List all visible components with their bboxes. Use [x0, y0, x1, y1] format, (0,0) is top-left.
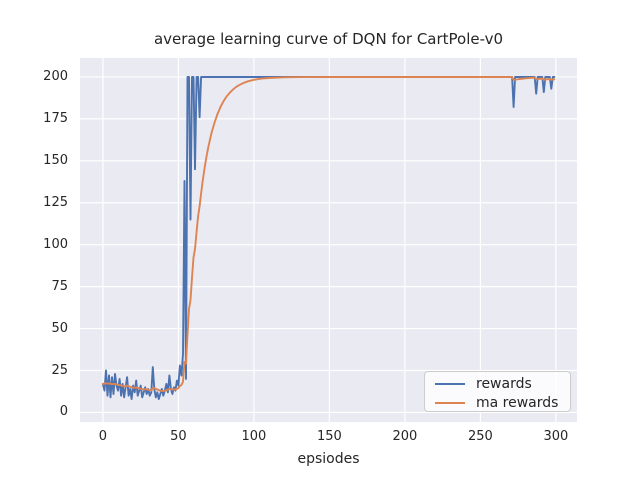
y-tick-label: 125	[43, 194, 68, 210]
ma-rewards-line-swatch	[435, 402, 465, 404]
y-tick-label: 0	[59, 404, 68, 420]
x-tick-label: 300	[543, 429, 569, 444]
y-tick-label: 75	[51, 278, 68, 294]
y-tick-label: 200	[43, 68, 68, 84]
rewards-line-swatch	[435, 383, 465, 385]
x-tick-label: 50	[170, 429, 187, 444]
y-tick-label: 150	[43, 152, 68, 168]
ma-rewards-line	[101, 76, 556, 393]
legend-label-ma-rewards: ma rewards	[476, 395, 559, 411]
legend-item-rewards: rewards	[435, 375, 570, 393]
chart-title: average learning curve of DQN for CartPo…	[153, 30, 504, 48]
x-tick-label: 150	[316, 429, 342, 444]
x-axis-label: epsiodes	[297, 451, 360, 467]
x-tick-label: 100	[241, 429, 267, 444]
rewards-line	[101, 76, 556, 400]
y-tick-label: 175	[43, 110, 68, 126]
y-tick-label: 100	[43, 236, 68, 252]
legend: rewards ma rewards	[424, 371, 571, 412]
legend-label-rewards: rewards	[476, 376, 532, 392]
y-tick-label: 50	[51, 320, 68, 336]
x-tick-label: 0	[98, 429, 108, 444]
x-tick-label: 200	[392, 429, 418, 444]
y-tick-label: 25	[51, 362, 68, 378]
x-tick-label: 250	[467, 429, 493, 444]
legend-item-ma-rewards: ma rewards	[435, 394, 570, 412]
